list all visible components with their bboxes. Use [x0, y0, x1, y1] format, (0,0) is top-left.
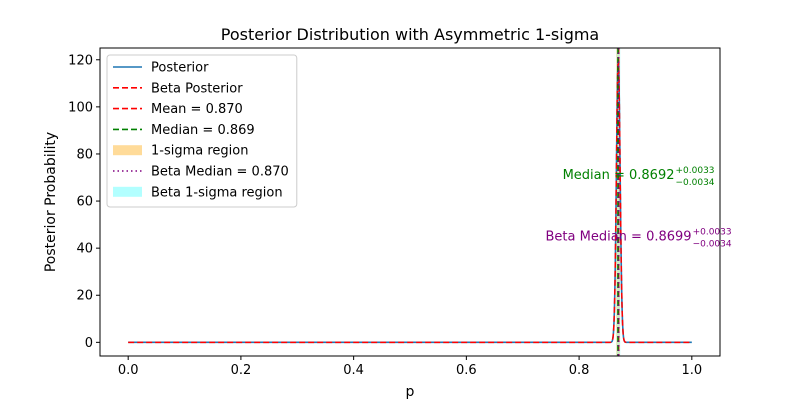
legend-label: Mean = 0.870: [151, 102, 243, 117]
x-tick-label: 0.6: [456, 363, 477, 378]
median-annotation-lower-error: −0.0034: [676, 178, 715, 188]
legend-label: Beta 1-sigma region: [151, 185, 283, 200]
plot-area: [128, 48, 692, 356]
median-annotation-text: Median = 0.8692: [563, 168, 675, 183]
y-tick-label: 80: [76, 147, 93, 162]
legend-label: 1-sigma region: [151, 144, 248, 159]
legend-label: Beta Posterior: [151, 81, 243, 96]
x-tick-label: 1.0: [681, 363, 702, 378]
chart-title: Posterior Distribution with Asymmetric 1…: [221, 25, 599, 44]
y-tick-label: 120: [68, 53, 93, 68]
median-annotation: Median = 0.8692 +0.0033 −0.0034: [563, 166, 715, 188]
y-tick-label: 0: [85, 336, 93, 351]
y-tick-label: 40: [76, 242, 93, 257]
beta-median-annotation-upper-error: +0.0033: [693, 227, 732, 237]
x-axis-label: p: [406, 384, 415, 400]
legend-label: Median = 0.869: [151, 123, 255, 138]
beta-posterior-line: [128, 56, 692, 344]
legend-swatch: [113, 145, 142, 156]
y-axis-label: Posterior Probability: [43, 132, 59, 272]
legend-swatch: [113, 186, 142, 197]
y-tick-label: 20: [76, 289, 93, 304]
x-tick-label: 0.0: [118, 363, 139, 378]
plot-frame: [99, 47, 721, 357]
beta-median-annotation-lower-error: −0.0034: [693, 239, 732, 249]
beta-median-annotation: Beta Median = 0.8699 +0.0033 −0.0034: [546, 227, 732, 249]
y-tick-label: 60: [76, 195, 93, 210]
legend-label: Beta Median = 0.870: [151, 165, 289, 180]
beta-median-annotation-text: Beta Median = 0.8699: [546, 229, 692, 244]
y-tick-label: 100: [68, 100, 93, 115]
x-tick-label: 0.8: [569, 363, 590, 378]
median-annotation-upper-error: +0.0033: [676, 166, 715, 176]
legend-label: Posterior: [151, 61, 209, 76]
legend-box: [106, 54, 298, 208]
x-tick-label: 0.4: [343, 363, 364, 378]
x-tick-label: 0.2: [231, 363, 252, 378]
